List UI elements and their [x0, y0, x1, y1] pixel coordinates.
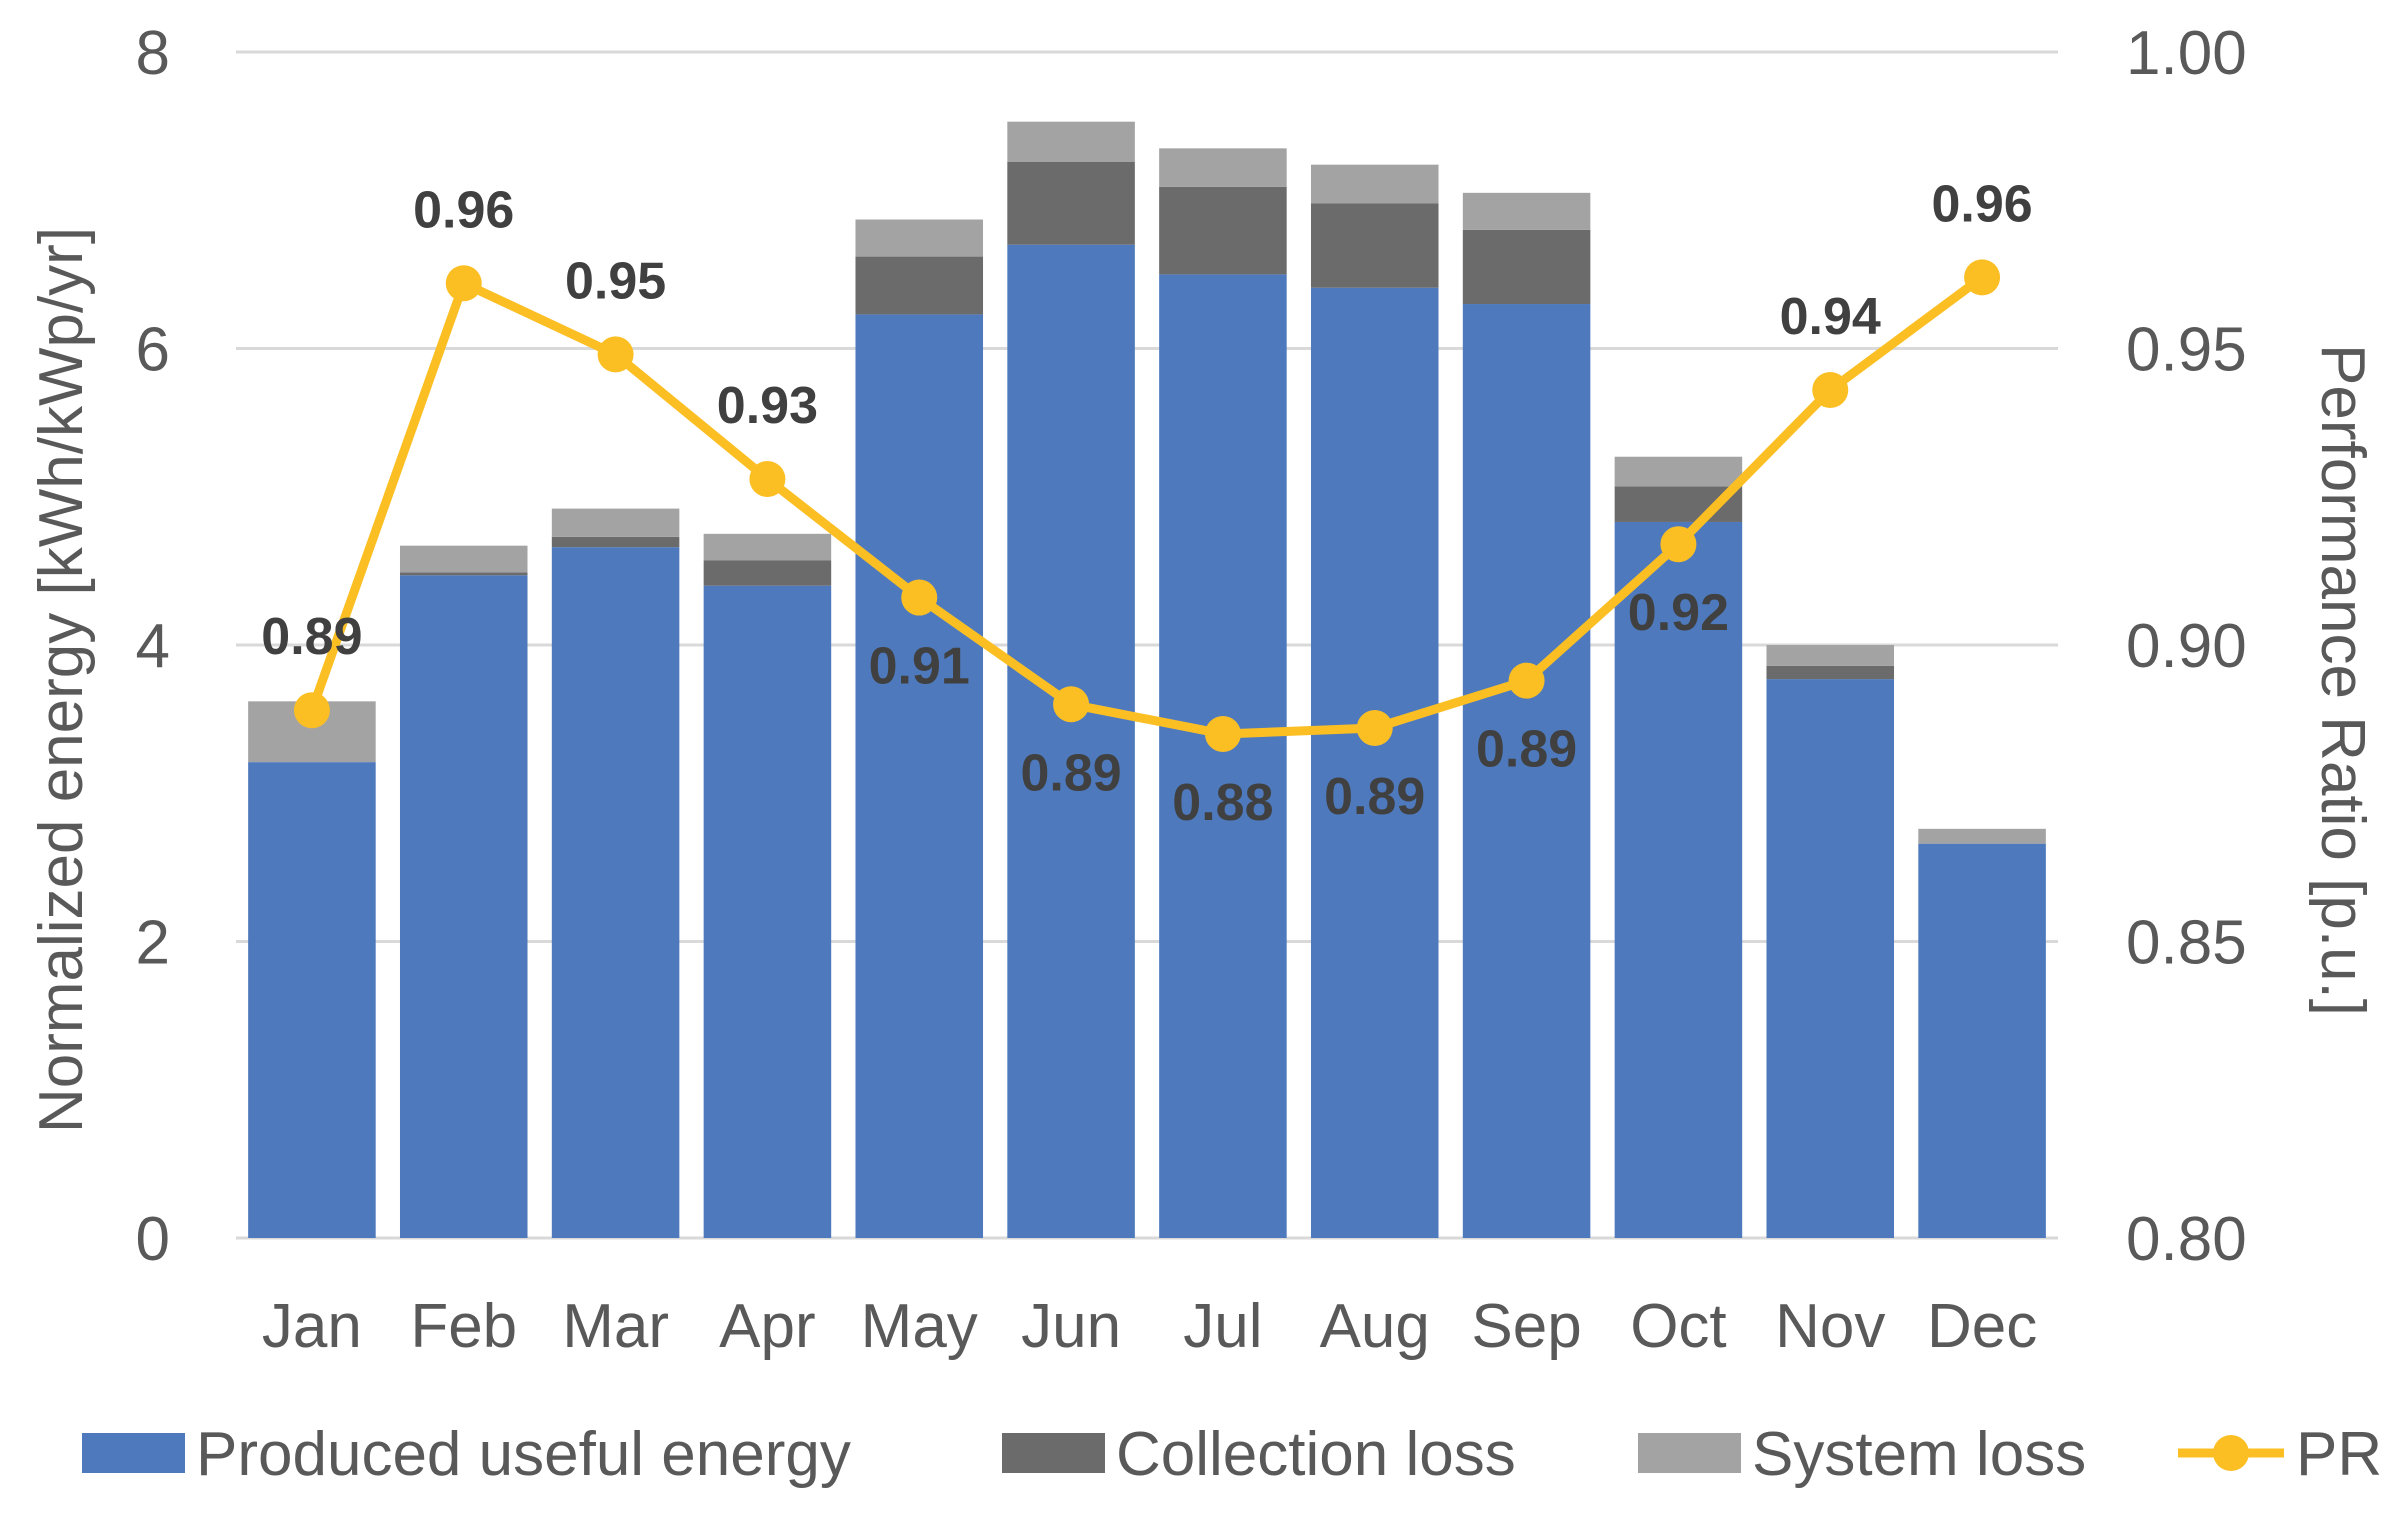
- x-tick-label-jul: Jul: [1183, 1292, 1262, 1361]
- bar-collection-loss-sep: [1462, 229, 1591, 305]
- pr-marker-dec: [1964, 259, 2001, 296]
- pr-data-label-nov: 0.94: [1780, 288, 1881, 346]
- bar-produced-useful-energy-sep: [1462, 304, 1591, 1238]
- x-tick-label-oct: Oct: [1630, 1292, 1726, 1361]
- legend-label-pr: PR: [2296, 1420, 2382, 1489]
- bar-system-loss-jun: [1007, 121, 1135, 162]
- bar-collection-loss-mar: [551, 536, 680, 548]
- right-tick-label: 0.90: [2126, 612, 2247, 681]
- x-tick-label-apr: Apr: [719, 1292, 815, 1361]
- bar-collection-loss-jul: [1159, 186, 1287, 275]
- bar-system-loss-nov: [1766, 645, 1895, 666]
- pr-data-label-jan: 0.89: [261, 608, 362, 666]
- bar-collection-loss-jun: [1007, 161, 1135, 245]
- legend-label-system: System loss: [1752, 1420, 2086, 1489]
- x-tick-label-may: May: [861, 1292, 978, 1361]
- pr-marker-jul: [1204, 715, 1241, 752]
- right-tick-label: 0.95: [2126, 316, 2247, 385]
- pr-data-label-aug: 0.89: [1324, 768, 1425, 826]
- pr-data-label-jul: 0.88: [1172, 774, 1273, 832]
- pr-data-labels: 0.89 0.96 0.95 0.93 0.91 0.89 0.88 0.89 0.89 0.92…: [261, 175, 2032, 832]
- right-tick-label: 0.85: [2126, 909, 2247, 978]
- legend-label-collection: Collection loss: [1116, 1420, 1516, 1489]
- x-tick-label-aug: Aug: [1320, 1292, 1430, 1361]
- pr-line-path: [307, 273, 1985, 739]
- pr-data-label-dec: 0.96: [1931, 175, 2032, 233]
- bar-produced-useful-energy-dec: [1918, 843, 2046, 1238]
- legend-swatch-pr-marker: [2213, 1435, 2249, 1471]
- bar-system-loss-feb: [399, 545, 528, 573]
- bar-collection-loss-nov: [1766, 665, 1895, 680]
- legend-swatch-produced: [82, 1433, 185, 1473]
- pr-data-label-jun: 0.89: [1020, 744, 1121, 802]
- pr-marker-jun: [1053, 686, 1090, 723]
- bar-system-loss-jul: [1159, 148, 1287, 187]
- bar-produced-useful-energy-jul: [1159, 274, 1287, 1238]
- right-axis-title: Performance Ratio [p.u.]: [2308, 344, 2377, 1016]
- x-tick-label-jun: Jun: [1021, 1292, 1121, 1361]
- x-tick-label-mar: Mar: [562, 1292, 669, 1361]
- pr-marker-aug: [1356, 710, 1393, 747]
- legend-swatch-collection: [1002, 1433, 1105, 1473]
- bar-system-loss-oct: [1614, 456, 1743, 487]
- bar-system-loss-apr: [703, 533, 832, 561]
- right-tick-label: 1.00: [2126, 19, 2247, 88]
- stacked-bars: [248, 121, 2046, 1239]
- x-tick-label-feb: Feb: [410, 1292, 517, 1361]
- left-tick-label: 6: [136, 316, 170, 385]
- left-tick-label: 0: [136, 1205, 170, 1274]
- bar-system-loss-may: [855, 219, 984, 257]
- left-tick-label: 8: [136, 19, 170, 88]
- pr-marker-sep: [1508, 662, 1545, 699]
- right-tick-label: 0.80: [2126, 1205, 2247, 1274]
- pr-data-label-mar: 0.95: [565, 252, 666, 310]
- bar-collection-loss-aug: [1310, 203, 1439, 288]
- bar-produced-useful-energy-apr: [703, 585, 832, 1238]
- pr-marker-oct: [1660, 526, 1697, 563]
- pr-marker-jan: [293, 692, 330, 729]
- pr-marker-nov: [1812, 372, 1849, 409]
- pr-marker-mar: [597, 336, 634, 373]
- pr-data-label-sep: 0.89: [1476, 721, 1577, 779]
- bar-system-loss-dec: [1918, 828, 2046, 844]
- bar-produced-useful-energy-mar: [551, 547, 680, 1238]
- x-tick-label-dec: Dec: [1927, 1292, 2037, 1361]
- pr-data-label-may: 0.91: [869, 638, 970, 696]
- bar-produced-useful-energy-may: [855, 314, 984, 1239]
- pr-marker-apr: [749, 460, 786, 497]
- bar-system-loss-sep: [1462, 192, 1591, 230]
- left-tick-label: 4: [136, 612, 170, 681]
- pr-data-label-oct: 0.92: [1628, 584, 1729, 642]
- pr-data-label-feb: 0.96: [413, 181, 514, 239]
- x-axis-ticks: Jan Feb Mar Apr May Jun Jul Aug Sep Oct Nov Dec: [262, 1292, 2037, 1361]
- bar-system-loss-mar: [551, 508, 680, 537]
- legend: Produced useful energy Collection loss S…: [82, 1420, 2382, 1489]
- pr-marker-may: [901, 579, 938, 616]
- bar-collection-loss-may: [855, 256, 984, 315]
- left-axis-title: Normalized energy [kWh/kWp/yr]: [27, 227, 96, 1133]
- bar-collection-loss-apr: [703, 560, 832, 586]
- pr-marker-feb: [445, 265, 482, 302]
- bar-collection-loss-feb: [399, 572, 528, 576]
- legend-label-produced: Produced useful energy: [196, 1420, 851, 1489]
- bar-system-loss-aug: [1310, 164, 1439, 204]
- bar-produced-useful-energy-jan: [248, 762, 376, 1238]
- left-axis-ticks: 0 2 4 6 8: [136, 19, 170, 1274]
- right-axis-ticks: 0.80 0.85 0.90 0.95 1.00: [2126, 19, 2247, 1274]
- x-tick-label-jan: Jan: [262, 1292, 362, 1361]
- bar-produced-useful-energy-jun: [1007, 244, 1135, 1239]
- left-tick-label: 2: [136, 909, 170, 978]
- legend-swatch-system: [1638, 1433, 1741, 1473]
- bar-produced-useful-energy-nov: [1766, 679, 1895, 1238]
- gridlines: [236, 50, 2058, 1240]
- x-tick-label-sep: Sep: [1471, 1292, 1581, 1361]
- pr-data-label-apr: 0.93: [717, 377, 818, 435]
- x-tick-label-nov: Nov: [1775, 1292, 1885, 1361]
- bar-produced-useful-energy-oct: [1614, 521, 1743, 1238]
- pr-line: [293, 259, 2001, 752]
- bar-produced-useful-energy-feb: [399, 575, 528, 1238]
- bar-produced-useful-energy-aug: [1310, 287, 1439, 1238]
